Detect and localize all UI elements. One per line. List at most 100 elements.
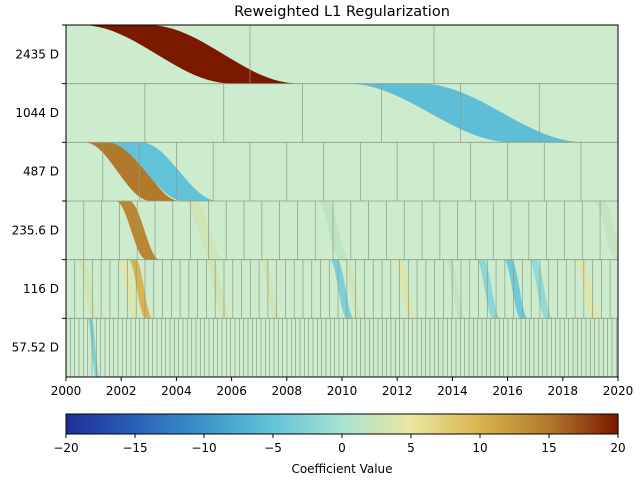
colorbar-segment [490,414,495,434]
band-feature [573,259,602,319]
colorbar-segment [538,414,543,434]
colorbar-segment [335,414,340,434]
colorbar-segment [124,414,129,434]
band-feature [593,201,618,260]
colorbar-segment [580,414,585,434]
colorbar-segment [269,414,274,434]
colorbar-segment [448,414,453,434]
colorbar-segment [207,414,212,434]
colorbar-segment [569,414,574,434]
colorbar-segment [241,414,246,434]
colorbar-segment [438,414,443,434]
colorbar-segment [279,414,284,434]
colorbar-segment [528,414,533,434]
colorbar-segment [555,414,560,434]
colorbar-segment [66,414,71,434]
chart-title: Reweighted L1 Regularization [234,4,450,20]
colorbar-segment [114,414,119,434]
colorbar-segment [342,414,347,434]
colorbar-segment [128,414,133,434]
colorbar-segment [393,414,398,434]
x-tick-label: 2002 [106,384,137,398]
colorbar-tick-label: −5 [264,441,282,455]
colorbar-segment [314,414,319,434]
colorbar-segment [166,414,171,434]
colorbar-segment [148,414,153,434]
colorbar-segment [445,414,450,434]
colorbar-segment [359,414,364,434]
colorbar-segment [383,414,388,434]
colorbar-segment [414,414,419,434]
colorbar-segment [221,414,226,434]
colorbar-segment [459,414,464,434]
colorbar-segment [300,414,305,434]
colorbar-segment [431,414,436,434]
colorbar-segment [407,414,412,434]
colorbar-segment [614,414,619,434]
colorbar-segment [542,414,547,434]
colorbar-segment [390,414,395,434]
colorbar-segment [262,414,267,434]
colorbar-segment [69,414,74,434]
colorbar-segment [217,414,222,434]
colorbar-segment [100,414,105,434]
colorbar-segment [566,414,571,434]
colorbar-segment [362,414,367,434]
colorbar-segment [152,414,157,434]
colorbar-segment [552,414,557,434]
band-feature [503,259,528,319]
colorbar-segment [121,414,126,434]
colorbar-segment [486,414,491,434]
colorbar-segment [297,414,302,434]
colorbar-segment [293,414,298,434]
colorbar-segment [186,414,191,434]
colorbar-segment [145,414,150,434]
colorbar-segment [373,414,378,434]
band-feature [330,259,354,319]
colorbar-segment [355,414,360,434]
x-tick-label: 2020 [603,384,634,398]
colorbar-segment [559,414,564,434]
colorbar-segment [304,414,309,434]
colorbar-segment [321,414,326,434]
colorbar-segment [597,414,602,434]
colorbar-segment [183,414,188,434]
colorbar-tick-label: 10 [472,441,487,455]
colorbar-segment [428,414,433,434]
band-feature [203,259,232,319]
colorbar-segment [435,414,440,434]
colorbar-segment [366,414,371,434]
colorbar-segment [172,414,177,434]
colorbar-segment [204,414,209,434]
y-tick-label: 57.52 D [12,341,59,355]
colorbar-tick-label: −10 [191,441,216,455]
colorbar-segment [352,414,357,434]
colorbar-segment [462,414,467,434]
x-tick-label: 2000 [51,384,82,398]
colorbar-tick-label: 5 [407,441,415,455]
y-tick-label: 2435 D [15,47,59,61]
band-feature [346,83,586,143]
colorbar-segment [97,414,102,434]
colorbar-segment [497,414,502,434]
colorbar-segment [607,414,612,434]
colorbar-segment [397,414,402,434]
band-feature [260,259,281,319]
x-tick-label: 2012 [382,384,413,398]
colorbar-segment [545,414,550,434]
colorbar-segment [286,414,291,434]
colorbar-segment [611,414,616,434]
colorbar: −20 −15 −10 −5 0 5 10 15 20 [53,413,626,455]
colorbar-segment [442,414,447,434]
colorbar-segment [235,414,240,434]
band-feature [128,259,153,319]
band-feature [317,201,350,260]
colorbar-segment [417,414,422,434]
y-tick-label: 1044 D [15,106,59,120]
colorbar-segment [200,414,205,434]
colorbar-tick-label: −20 [53,441,78,455]
colorbar-segment [72,414,77,434]
colorbar-segment [138,414,143,434]
colorbar-segment [576,414,581,434]
colorbar-segment [324,414,329,434]
